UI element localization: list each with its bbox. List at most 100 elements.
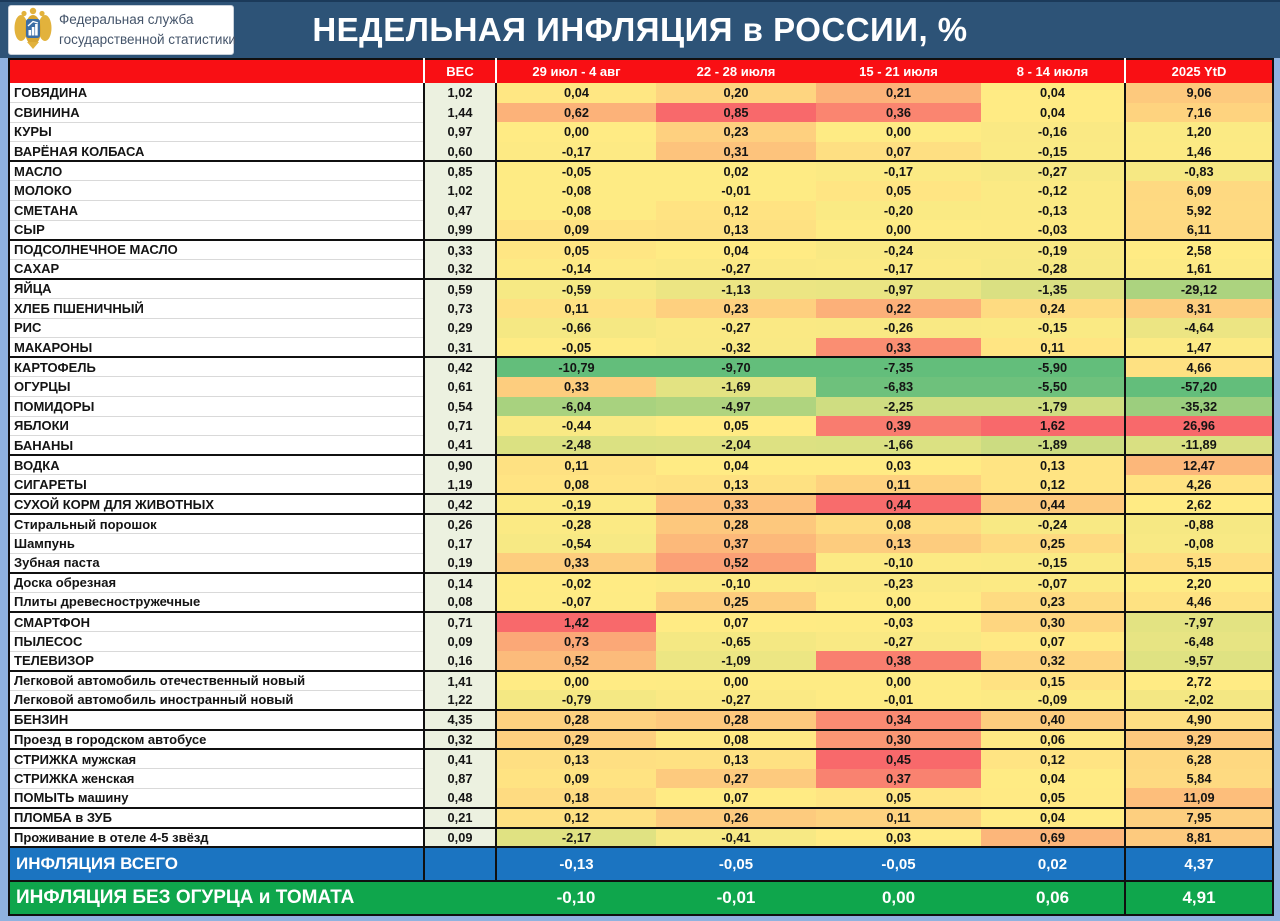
inflation-cell: -5,50 — [981, 376, 1125, 397]
inflation-cell: 0,07 — [816, 141, 981, 163]
table-frame: ВЕС 29 июл - 4 авг 22 - 28 июля 15 - 21 июл… — [0, 58, 1280, 917]
title-bar: Федеральная служба государственной стати… — [0, 0, 1280, 58]
ytd-cell: -0,08 — [1124, 533, 1273, 554]
inflation-cell: -2,48 — [496, 435, 656, 457]
summary-label: ИНФЛЯЦИЯ БЕЗ ОГУРЦА и ТОМАТА — [9, 880, 496, 917]
inflation-cell: 0,36 — [816, 102, 981, 123]
weight-value: 0,31 — [424, 337, 497, 359]
inflation-cell: 0,13 — [656, 474, 816, 496]
table-row: Доска обрезная 0,14 -0,02 -0,10 -0,23 -0,07 2,… — [9, 572, 1273, 593]
inflation-cell: 0,32 — [981, 651, 1125, 672]
inflation-cell: -0,44 — [496, 416, 656, 436]
inflation-cell: 0,13 — [656, 749, 816, 769]
inflation-cell: -0,08 — [496, 200, 656, 221]
product-name: СИГАРЕТЫ — [9, 474, 425, 496]
inflation-cell: 0,05 — [981, 788, 1125, 809]
weight-value: 0,90 — [424, 455, 497, 475]
inflation-cell: 0,31 — [656, 141, 816, 163]
inflation-cell: 0,37 — [816, 768, 981, 789]
inflation-cell: -0,02 — [496, 572, 656, 593]
inflation-cell: -0,17 — [496, 141, 656, 163]
ytd-cell: 1,47 — [1124, 337, 1273, 359]
inflation-cell: -6,04 — [496, 396, 656, 417]
product-name: Доска обрезная — [9, 572, 425, 593]
inflation-cell: 1,42 — [496, 612, 656, 632]
inflation-cell: -6,83 — [816, 376, 981, 397]
inflation-cell: 0,00 — [496, 122, 656, 142]
inflation-cell: 0,23 — [656, 122, 816, 142]
inflation-cell: -0,10 — [656, 572, 816, 593]
table-row: ПОМЫТЬ машину 0,48 0,18 0,07 0,05 0,05 11,09 — [9, 787, 1273, 809]
inflation-cell: 0,39 — [816, 416, 981, 436]
ytd-cell: -0,83 — [1124, 161, 1273, 181]
product-name: СЫР — [9, 219, 425, 241]
inflation-cell: 0,11 — [981, 337, 1125, 359]
summary-inflation-cell: 0,06 — [981, 880, 1125, 917]
inflation-cell: 0,05 — [816, 788, 981, 809]
inflation-cell: 0,23 — [656, 298, 816, 319]
summary-inflation-cell: 0,02 — [981, 846, 1125, 882]
inflation-cell: 0,73 — [496, 631, 656, 652]
inflation-cell: 0,33 — [496, 376, 656, 397]
weight-value: 0,41 — [424, 749, 497, 769]
ytd-cell: 4,90 — [1124, 710, 1273, 731]
table-row: ЯБЛОКИ 0,71 -0,44 0,05 0,39 1,62 26,96 — [9, 415, 1273, 436]
weight-value: 0,61 — [424, 376, 497, 397]
inflation-cell: -1,79 — [981, 396, 1125, 417]
table-row: ВАРЁНАЯ КОЛБАСА 0,60 -0,17 0,31 0,07 -0,15 1,4… — [9, 141, 1273, 163]
inflation-cell: 0,12 — [981, 474, 1125, 496]
ytd-cell: 5,84 — [1124, 768, 1273, 789]
inflation-cell: 0,04 — [981, 102, 1125, 123]
inflation-cell: 0,62 — [496, 102, 656, 123]
weight-value: 0,14 — [424, 572, 497, 593]
inflation-cell: -0,14 — [496, 259, 656, 280]
table-row: МАКАРОНЫ 0,31 -0,05 -0,32 0,33 0,11 1,47 — [9, 337, 1273, 359]
inflation-cell: 0,28 — [496, 710, 656, 731]
inflation-cell: -0,15 — [981, 553, 1125, 574]
product-name: ЯЙЦА — [9, 278, 425, 299]
inflation-cell: 0,33 — [816, 337, 981, 359]
inflation-cell: -2,04 — [656, 435, 816, 457]
inflation-cell: 0,05 — [656, 416, 816, 436]
weight-value: 1,22 — [424, 690, 497, 711]
ytd-cell: -9,57 — [1124, 651, 1273, 672]
inflation-cell: 0,44 — [816, 494, 981, 516]
product-name: СМЕТАНА — [9, 200, 425, 221]
inflation-cell: 0,28 — [656, 514, 816, 534]
inflation-cell: -0,03 — [981, 220, 1125, 241]
product-name: МАСЛО — [9, 160, 425, 181]
inflation-cell: 0,30 — [816, 729, 981, 751]
summary-inflation-cell: -0,01 — [656, 880, 816, 917]
table-row: САХАР 0,32 -0,14 -0,27 -0,17 -0,28 1,61 — [9, 258, 1273, 280]
product-name: БЕНЗИН — [9, 709, 425, 731]
inflation-cell: 0,13 — [816, 533, 981, 554]
inflation-cell: 0,11 — [496, 298, 656, 319]
inflation-cell: 0,30 — [981, 612, 1125, 632]
inflation-cell: -0,32 — [656, 337, 816, 359]
inflation-cell: 0,00 — [816, 670, 981, 691]
inflation-cell: 0,24 — [981, 298, 1125, 319]
product-name: Проезд в городском автобусе — [9, 729, 425, 751]
inflation-cell: 0,22 — [816, 298, 981, 319]
inflation-cell: 0,28 — [656, 710, 816, 731]
inflation-cell: 0,04 — [496, 83, 656, 103]
table-row: СМЕТАНА 0,47 -0,08 0,12 -0,20 -0,13 5,92 — [9, 200, 1273, 221]
product-name: МАКАРОНЫ — [9, 337, 425, 359]
weight-value: 1,02 — [424, 180, 497, 201]
inflation-cell: -2,17 — [496, 827, 656, 849]
inflation-cell: -0,17 — [816, 161, 981, 181]
inflation-cell: -0,15 — [981, 318, 1125, 338]
inflation-cell: -0,27 — [816, 631, 981, 652]
inflation-cell: 0,44 — [981, 494, 1125, 516]
ytd-cell: 5,15 — [1124, 553, 1273, 574]
inflation-cell: 0,06 — [981, 729, 1125, 751]
inflation-cell: -0,05 — [496, 337, 656, 359]
inflation-cell: 0,03 — [816, 455, 981, 475]
inflation-cell: 0,00 — [496, 670, 656, 691]
inflation-cell: 0,12 — [656, 200, 816, 221]
inflation-cell: 0,13 — [981, 455, 1125, 475]
ytd-cell: 2,62 — [1124, 494, 1273, 516]
inflation-cell: -0,27 — [656, 318, 816, 338]
inflation-cell: -0,54 — [496, 533, 656, 554]
product-name: СВИНИНА — [9, 102, 425, 123]
